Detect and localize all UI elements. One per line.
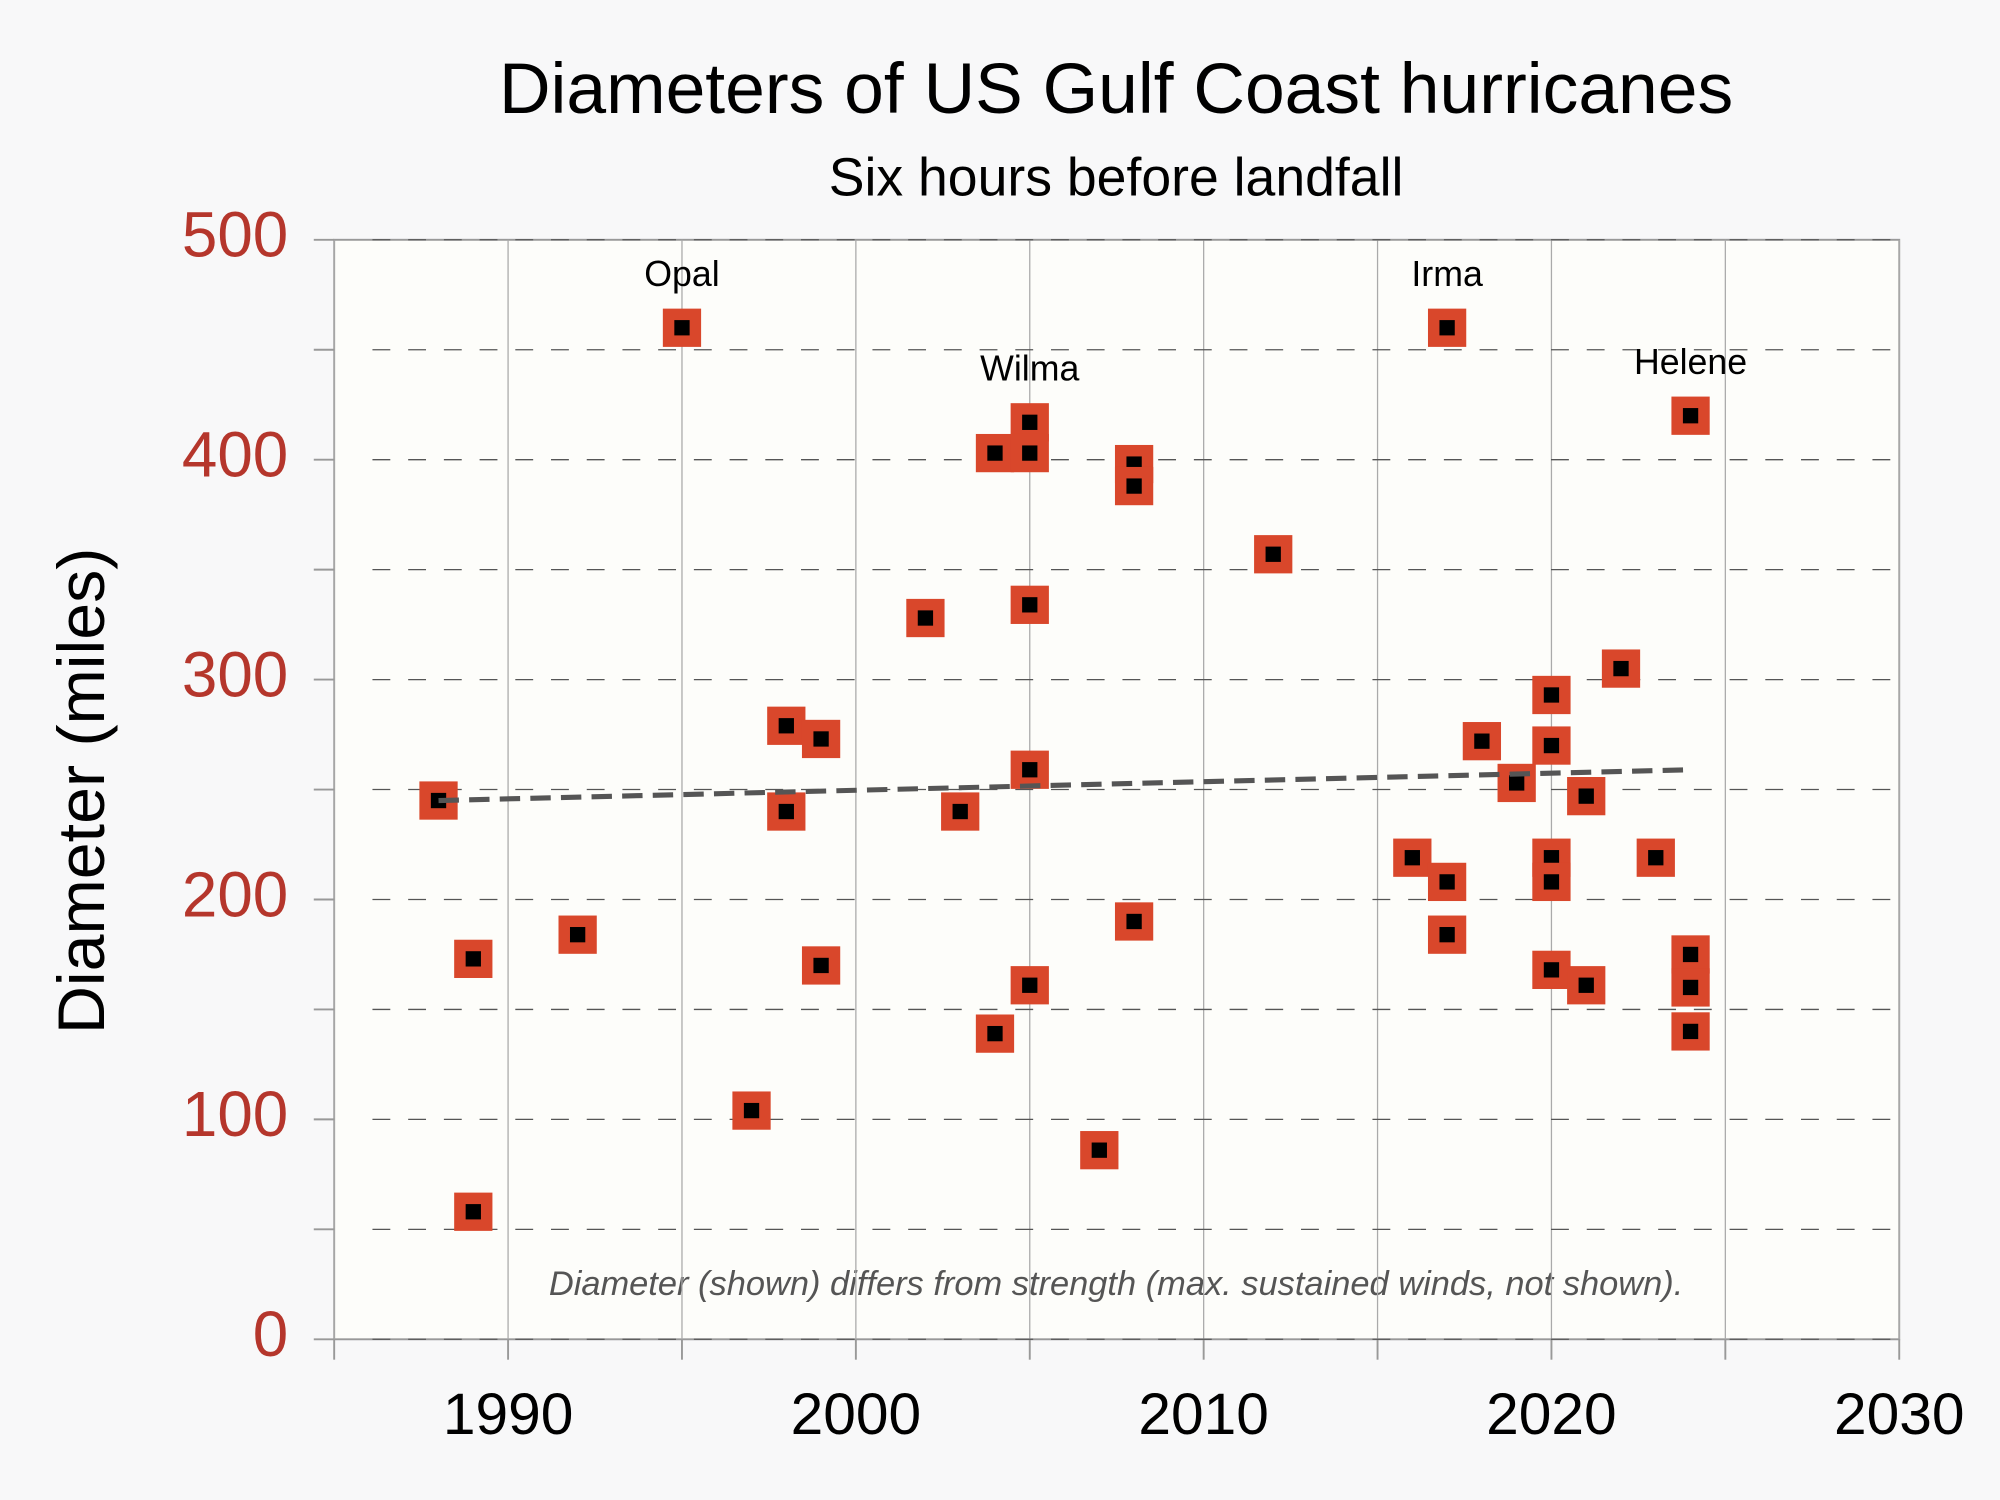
y-tick-label: 400 [182,419,288,491]
annotation: Wilma [980,349,1079,389]
marker-center [987,1025,1003,1042]
annotation: Helene [1634,342,1747,382]
marker-center [1613,660,1629,677]
marker-center [778,718,794,734]
marker-center [952,803,968,820]
x-tick-label: 2020 [1486,1382,1617,1447]
marker-center [987,445,1003,461]
trend-line [438,767,1691,804]
marker-center [1022,445,1038,461]
marker-center [1404,850,1420,866]
marker-center [1439,927,1455,943]
marker-center [917,610,934,626]
y-tick-label: 0 [253,1298,288,1370]
note: Diameter (shown) differs from strength (… [549,1265,1683,1303]
y-axis-label: Diameter (miles) [45,548,119,1034]
marker-center [569,927,586,943]
x-tick-label: 2000 [791,1382,922,1447]
marker-center [465,951,481,967]
marker-center [1439,320,1455,336]
x-tick-label: 2030 [1834,1382,1965,1447]
marker-center [1126,478,1142,494]
marker-center [1509,775,1525,791]
y-tick-label: 500 [182,199,288,271]
marker-center [813,957,829,974]
marker-center [1543,850,1560,866]
annotation: Opal [644,254,719,294]
marker-center [1022,977,1038,993]
marker-center [1126,913,1142,930]
marker-center [1682,979,1699,996]
marker-center [1474,733,1490,749]
marker-center [1091,1142,1107,1158]
marker-center [1682,1023,1699,1040]
marker-center [1543,687,1560,703]
annotation: Irma [1411,254,1483,294]
chart-subtitle: Six hours before landfall [829,148,1404,207]
marker-center [743,1102,760,1119]
marker-center [1022,597,1038,613]
chart-title: Diameters of US Gulf Coast hurricanes [499,49,1733,129]
marker-center [813,731,829,747]
y-tick-label: 300 [182,638,288,710]
marker-center [1682,408,1699,424]
x-tick-label: 1990 [443,1382,573,1447]
marker-center [1578,788,1594,804]
x-tick-label: 2010 [1138,1382,1269,1447]
marker-center [674,320,690,336]
marker-center [1022,762,1038,778]
y-tick-label: 100 [182,1078,288,1150]
marker-center [1022,414,1038,430]
marker-center [1439,874,1455,890]
marker-center [465,1204,481,1220]
marker-center [778,803,794,820]
marker-center [1682,946,1699,963]
marker-center [1543,737,1560,754]
marker-center [1543,874,1560,890]
marker-center [1265,546,1281,562]
marker-center [1543,962,1560,978]
marker-center [1578,977,1594,993]
y-tick-label: 200 [182,858,288,930]
marker-center [1648,850,1664,866]
